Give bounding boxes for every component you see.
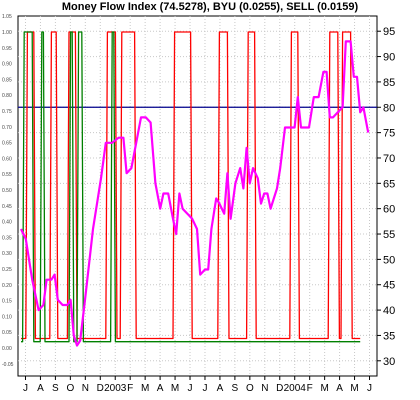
x-tick-label: J: [23, 383, 28, 394]
y-left-tick-label: 0.20: [2, 283, 12, 289]
y-left-tick-label: -0.05: [2, 362, 14, 368]
y-left-tick-label: 0.35: [2, 235, 12, 241]
x-tick-label: O: [246, 383, 254, 394]
y-left-tick-label: 0.25: [2, 267, 12, 273]
money-flow-index-line: [20, 40, 370, 347]
y-left-tick-label: 1.05: [2, 14, 12, 20]
y-left-tick-label: 0.05: [2, 330, 12, 336]
y-right-tick-label: 50: [383, 254, 395, 266]
sell-signal-line: [21, 31, 361, 340]
y-right-tick-label: 55: [383, 229, 395, 241]
x-tick-label: J: [202, 383, 207, 394]
x-tick-label: J: [367, 383, 372, 394]
x-tick-label: 2003: [104, 383, 127, 394]
y-right-tick-label: 70: [383, 153, 395, 165]
x-tick-label: A: [37, 383, 44, 394]
y-left-tick-label: 0.55: [2, 172, 12, 178]
x-tick-label: F: [127, 383, 133, 394]
y-right-tick-label: 80: [383, 102, 395, 114]
y-left-tick-label: 0.15: [2, 299, 12, 305]
y-left-tick-label: 0.90: [2, 62, 12, 68]
y-left-tick-label: 0.80: [2, 93, 12, 99]
y-right-tick-label: 40: [383, 305, 395, 317]
y-right-tick-label: 85: [383, 77, 395, 89]
x-tick-label: A: [336, 383, 343, 394]
y-left-tick-label: 0.30: [2, 251, 12, 257]
x-tick-label: D: [276, 383, 283, 394]
x-tick-label: M: [350, 383, 358, 394]
x-tick-label: M: [320, 383, 328, 394]
y-left-tick-label: 0.60: [2, 156, 12, 162]
x-tick-label: N: [82, 383, 89, 394]
y-right-tick-label: 75: [383, 128, 395, 140]
y-right-tick-label: 90: [383, 52, 395, 64]
x-tick-label: F: [307, 383, 313, 394]
y-right-tick-label: 95: [383, 26, 395, 38]
y-left-tick-label: 0.45: [2, 204, 12, 210]
y-right-tick-label: 45: [383, 280, 395, 292]
y-left-tick-label: 0.65: [2, 141, 12, 147]
chart-title: Money Flow Index (74.5278), BYU (0.0255)…: [61, 1, 359, 13]
x-tick-label: 2004: [284, 383, 307, 394]
buy-signal-line: [21, 31, 361, 343]
y-right-tick-label: 35: [383, 330, 395, 342]
x-tick-label: J: [188, 383, 193, 394]
y-right-tick-label: 30: [383, 356, 395, 368]
x-tick-label: M: [141, 383, 149, 394]
y-right-tick-label: 60: [383, 204, 395, 216]
x-tick-label: D: [97, 383, 104, 394]
x-tick-label: A: [217, 383, 224, 394]
x-tick-label: M: [171, 383, 179, 394]
x-tick-label: S: [232, 383, 239, 394]
y-left-tick-label: 0.95: [2, 46, 12, 52]
y-left-tick-label: 0.75: [2, 109, 12, 115]
x-tick-label: A: [157, 383, 164, 394]
y-left-tick-label: 0.00: [2, 346, 12, 352]
y-left-tick-label: 0.50: [2, 188, 12, 194]
y-left-tick-label: 0.70: [2, 125, 12, 131]
y-left-tick-label: 0.10: [2, 314, 12, 320]
x-tick-label: O: [66, 383, 74, 394]
y-left-tick-label: 1.00: [2, 30, 12, 36]
y-left-tick-label: 0.40: [2, 220, 12, 226]
y-left-tick-label: 0.85: [2, 77, 12, 83]
x-tick-label: S: [52, 383, 59, 394]
x-tick-label: N: [261, 383, 268, 394]
y-right-tick-label: 65: [383, 178, 395, 190]
